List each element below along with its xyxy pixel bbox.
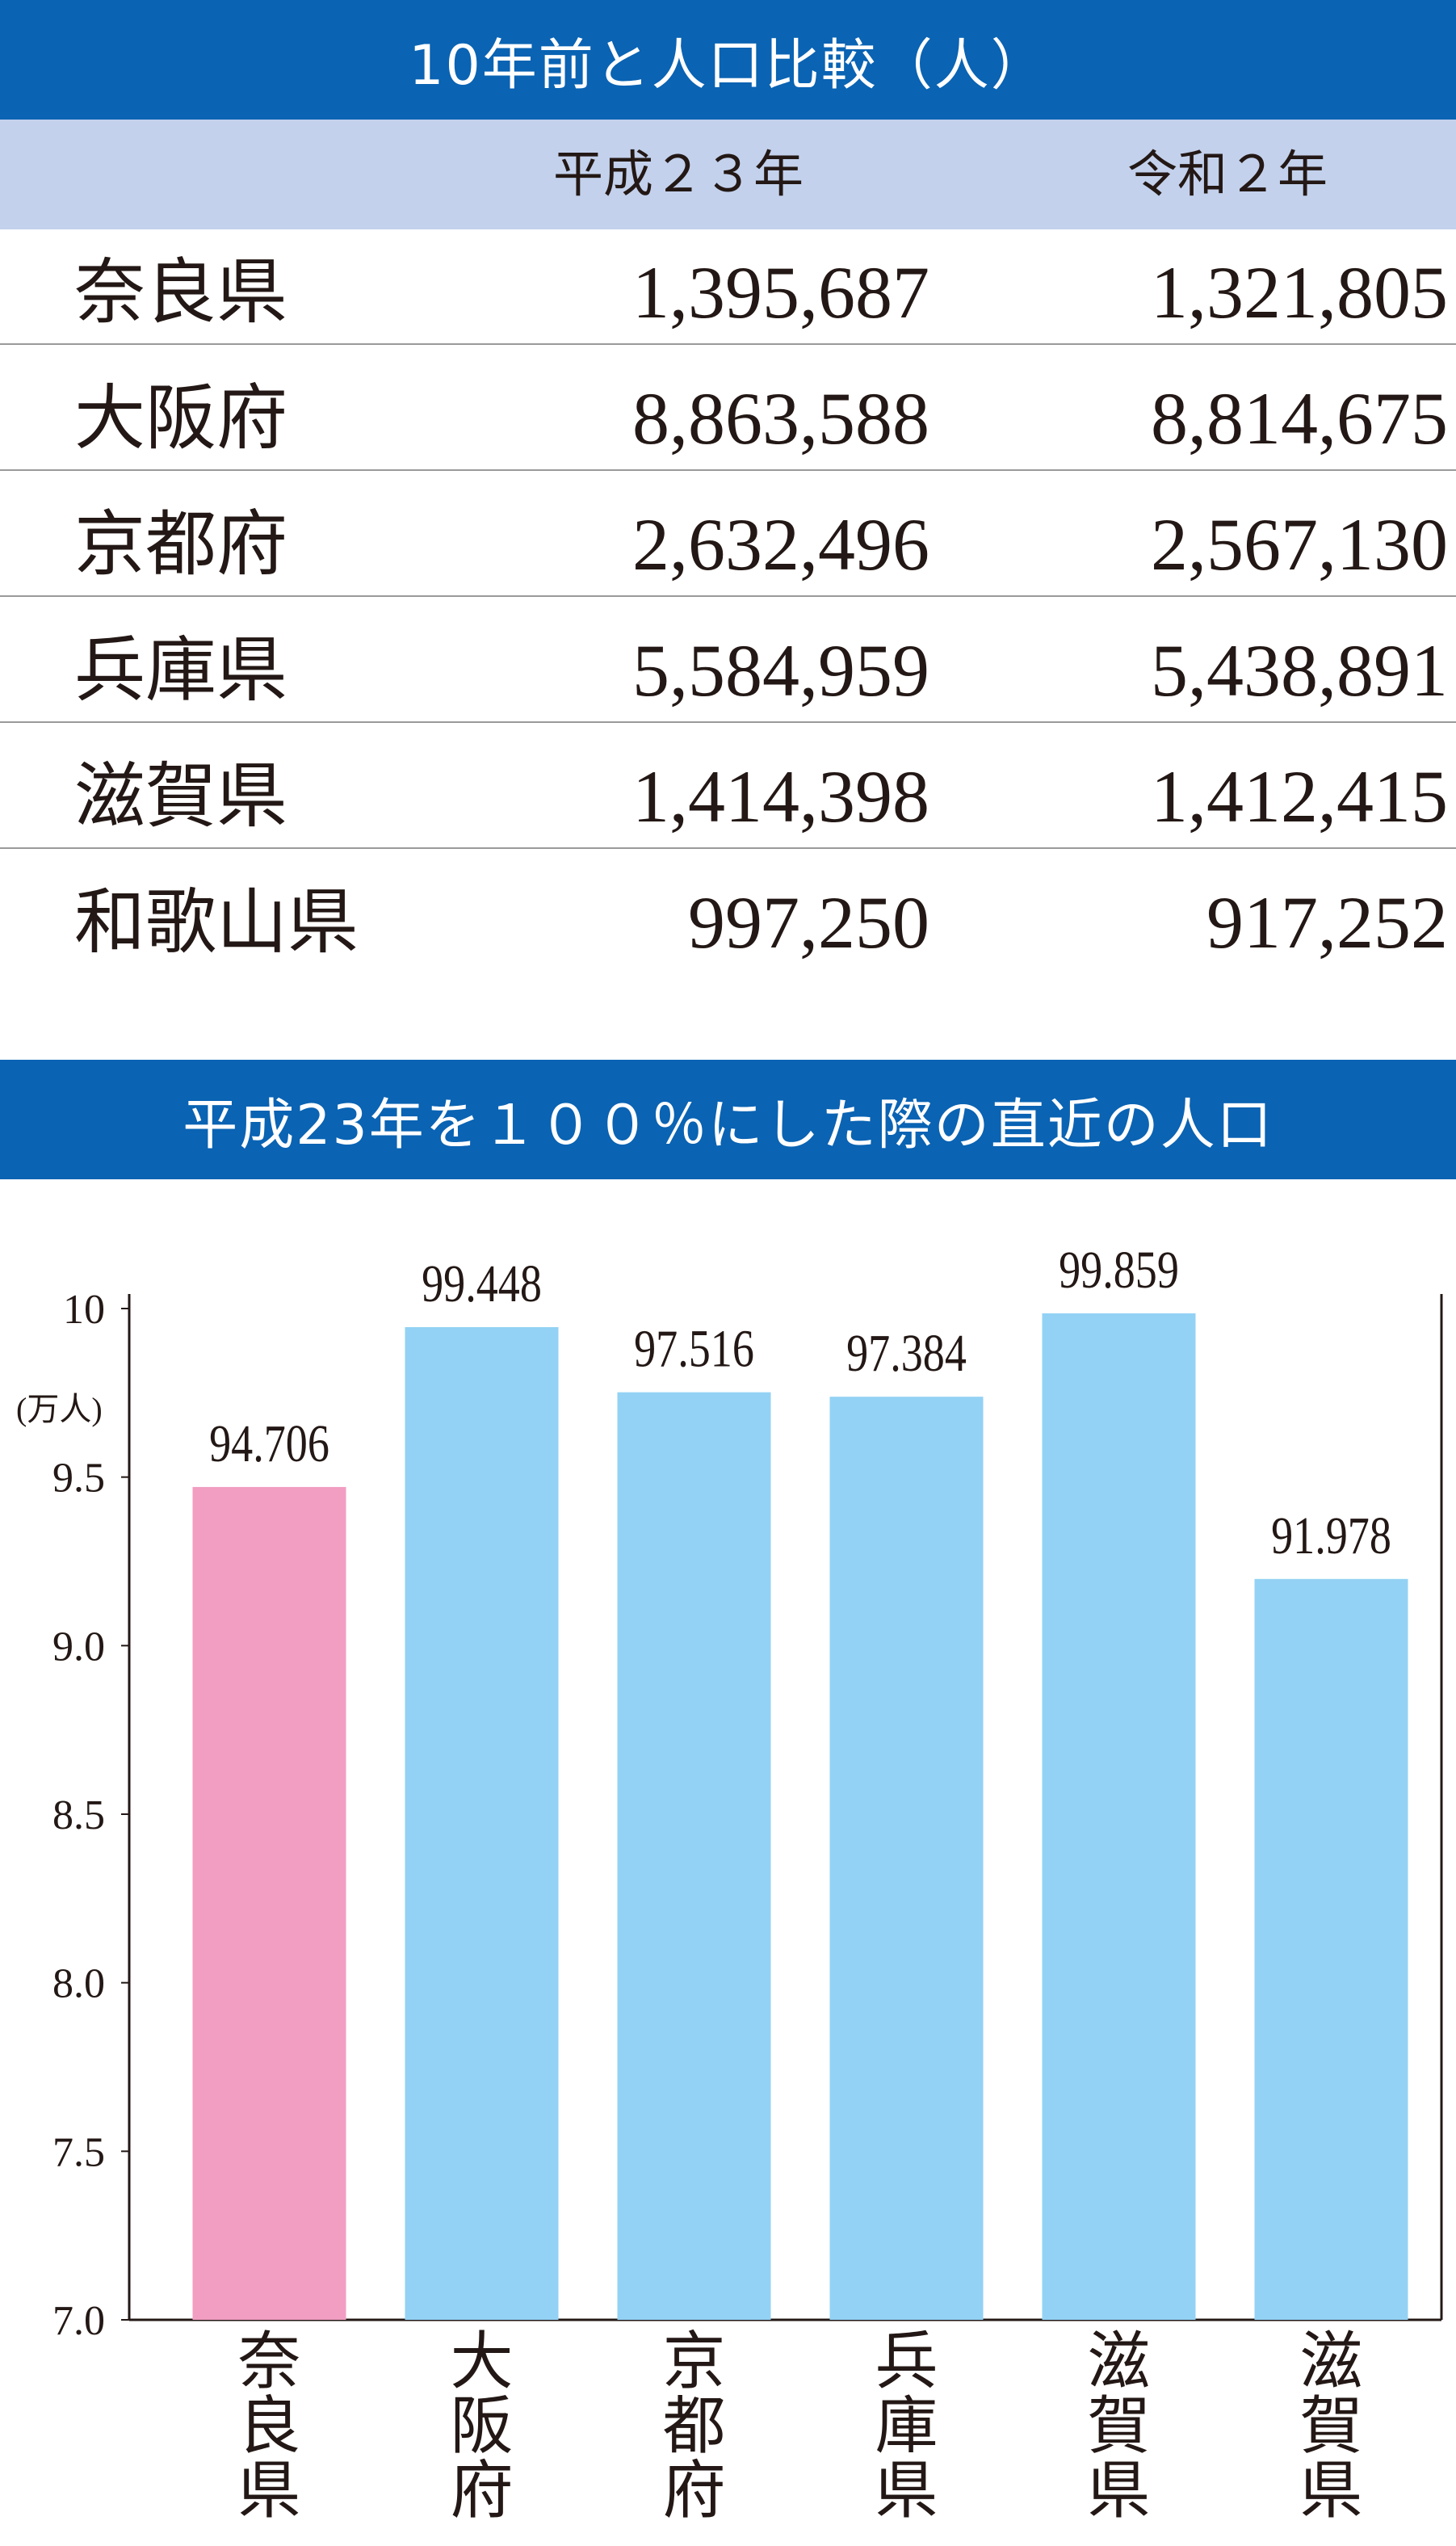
y-unit-label: (万人) (16, 1391, 103, 1427)
table-row: 兵庫県 5,584,959 5,438,891 (0, 607, 1456, 733)
row-divider (0, 595, 1456, 597)
table-row: 奈良県 1,395,687 1,321,805 (0, 229, 1456, 355)
bar (405, 1327, 559, 2320)
table-row: 京都府 2,632,496 2,567,130 (0, 481, 1456, 607)
bar-value-label: 99.448 (422, 1254, 542, 1313)
chart-title: 平成23年を１００％にした際の直近の人口 (0, 1060, 1456, 1179)
column-header-r2: 令和２年 (1127, 145, 1328, 204)
bar (1042, 1313, 1196, 2320)
y-tick-label: 8.0 (52, 1961, 105, 2007)
row-divider (0, 343, 1456, 345)
bars (192, 1313, 1408, 2320)
table-row: 滋賀県 1,414,398 1,412,415 (0, 733, 1456, 859)
bar-value-label: 91.978 (1271, 1506, 1391, 1565)
row-value-h23: 2,632,496 (632, 503, 929, 586)
row-name: 滋賀県 (74, 754, 288, 838)
row-value-r2: 8,814,675 (1151, 377, 1448, 460)
bar-value-label: 97.516 (634, 1320, 754, 1379)
row-name: 大阪府 (74, 376, 288, 460)
y-tick-label: 7.0 (52, 2298, 105, 2344)
row-value-r2: 1,412,415 (1151, 755, 1448, 838)
bar (617, 1392, 771, 2320)
bar (192, 1486, 346, 2320)
row-name: 奈良県 (74, 250, 288, 334)
row-value-r2: 2,567,130 (1151, 503, 1448, 586)
row-value-h23: 5,584,959 (632, 629, 929, 712)
table-header: 平成２３年 令和２年 (0, 120, 1456, 229)
bar-chart: 7.0 7.5 8.0 8.5 9.0 9.5 10 (万人) 94.706 99.448 97.… (16, 1241, 1443, 2526)
y-tick-label: 8.5 (52, 1792, 105, 1838)
y-tick-label: 9.5 (52, 1456, 105, 1502)
row-name: 和歌山県 (74, 880, 359, 964)
y-tick-label: 7.5 (52, 2129, 105, 2175)
y-axis: 7.0 7.5 8.0 8.5 9.0 9.5 10 (万人) (16, 1287, 1443, 2344)
row-divider (0, 847, 1456, 849)
bar (1254, 1578, 1408, 2320)
row-value-h23: 1,395,687 (632, 251, 929, 334)
bar-value-label: 99.859 (1059, 1241, 1179, 1300)
row-value-h23: 8,863,588 (632, 377, 929, 460)
bar (829, 1397, 984, 2320)
y-tick-label: 10 (63, 1287, 105, 1333)
row-value-h23: 1,414,398 (632, 755, 929, 838)
table-row: 和歌山県 997,250 917,252 (0, 859, 1456, 985)
row-value-r2: 5,438,891 (1151, 629, 1448, 712)
row-divider (0, 721, 1456, 723)
category-labels: 奈良県 大阪府 京都府 兵庫県 滋賀県 滋賀県 (237, 2326, 1362, 2526)
row-name: 兵庫県 (74, 628, 288, 712)
row-value-r2: 1,321,805 (1151, 251, 1448, 334)
category-label: 大阪府 (450, 2326, 513, 2526)
category-label: 奈良県 (237, 2326, 300, 2526)
row-value-r2: 917,252 (1206, 881, 1448, 964)
row-value-h23: 997,250 (688, 881, 929, 964)
data-labels: 94.706 99.448 97.516 97.384 99.859 91.978 (209, 1241, 1391, 1565)
category-label: 滋賀県 (1087, 2326, 1150, 2526)
table-title: 10年前と人口比較（人） (0, 0, 1456, 120)
bar-value-label: 94.706 (209, 1414, 329, 1473)
y-tick-label: 9.0 (52, 1624, 105, 1670)
bar-value-label: 97.384 (846, 1324, 967, 1383)
category-label: 兵庫県 (875, 2326, 938, 2526)
category-label: 京都府 (662, 2326, 725, 2526)
category-label: 滋賀県 (1299, 2326, 1362, 2526)
table-row: 大阪府 8,863,588 8,814,675 (0, 355, 1456, 481)
column-header-h23: 平成２３年 (552, 145, 804, 204)
row-name: 京都府 (74, 502, 288, 586)
row-divider (0, 469, 1456, 471)
